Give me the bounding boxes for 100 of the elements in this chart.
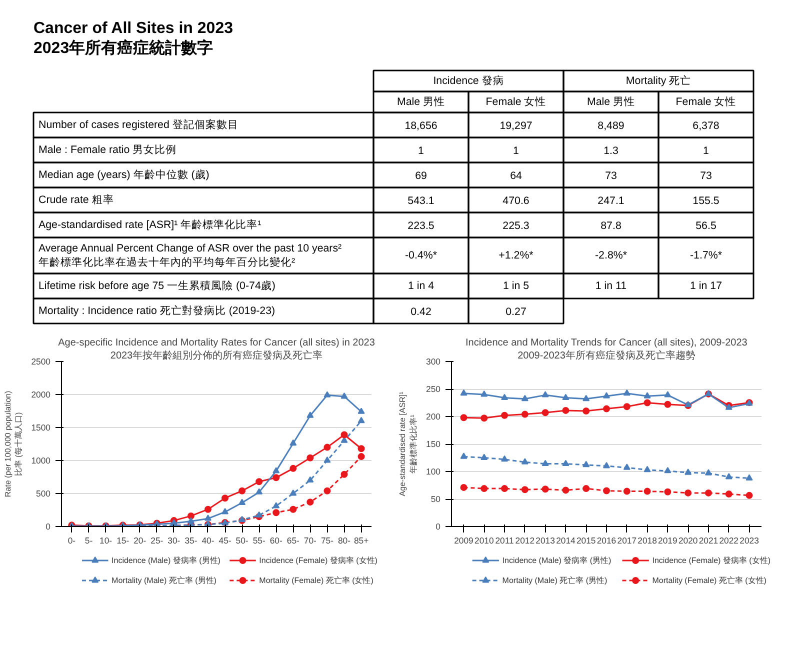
text: 19,297 xyxy=(500,120,532,132)
text: -1.7%* xyxy=(690,250,722,262)
point xyxy=(306,454,314,462)
x-tick-label: 2015 xyxy=(576,536,596,546)
point xyxy=(358,453,365,460)
text: Mortality 死亡 xyxy=(626,74,692,87)
text: 64 xyxy=(510,170,522,182)
point xyxy=(501,485,508,492)
legend-label: Incidence (Female) 發病率 (女性) xyxy=(652,556,771,565)
y-tick-label: 100 xyxy=(426,466,441,476)
point xyxy=(521,410,528,418)
point xyxy=(603,462,610,468)
point xyxy=(290,464,297,472)
text: 470.6 xyxy=(502,195,530,207)
text: 1 in 5 xyxy=(502,280,530,292)
point xyxy=(272,509,280,516)
text: 73 xyxy=(605,170,617,182)
text: 1 xyxy=(513,145,519,157)
category-label: Age-standardised rate [ASR]¹ 年齡標準化比率¹ xyxy=(38,219,262,231)
point xyxy=(306,412,314,418)
x-tick-label: 20- xyxy=(134,536,146,546)
chart-subtitle: 2023年按年齡組別分佈的所有癌症發病及死亡率 xyxy=(110,350,323,362)
text: 1 in 17 xyxy=(690,280,722,292)
point xyxy=(460,452,468,459)
point xyxy=(562,460,570,466)
category-label: Male 男性 xyxy=(586,96,636,108)
x-tick-label: 25- xyxy=(150,536,164,546)
x-tick-label: 2013 xyxy=(536,536,556,546)
y-tick-label: 1500 xyxy=(31,422,51,432)
point xyxy=(256,488,263,494)
point xyxy=(204,514,212,521)
point xyxy=(521,458,528,464)
point xyxy=(521,486,528,494)
text: 2023年所有癌症統計數字 xyxy=(34,38,214,57)
y-tick-label: 50 xyxy=(430,494,441,504)
point xyxy=(256,511,263,518)
x-tick-label: 2012 xyxy=(515,536,535,546)
x-tick-label: 40- xyxy=(202,536,214,546)
point xyxy=(684,468,692,475)
x-tick-label: 2022 xyxy=(719,536,739,546)
x-tick-label: 50- xyxy=(236,536,248,546)
point xyxy=(542,460,549,466)
category-label: Number of cases registered 登記個案數目 xyxy=(38,119,238,131)
point xyxy=(460,414,468,422)
y-tick-label: 300 xyxy=(426,356,441,366)
point xyxy=(272,502,280,508)
point xyxy=(340,392,348,399)
category-label: Male 男性 xyxy=(396,96,446,108)
x-tick-label: 2014 xyxy=(556,536,576,546)
text: 56.5 xyxy=(696,220,716,232)
point xyxy=(644,399,651,406)
x-tick-label: 60- xyxy=(270,536,282,546)
text: 543.1 xyxy=(408,195,434,207)
text: 1 in 11 xyxy=(595,280,627,292)
category-label: Average Annual Percent Change of ASR over the past 10 years² 年齡標準化比率在過去十年內的平均每年百分比變化² xyxy=(38,242,342,269)
point xyxy=(187,512,194,520)
y-tick-label: 200 xyxy=(426,412,441,422)
legend-label: Incidence (Female) 發病率 (女性) xyxy=(259,556,378,565)
x-tick-label: 5- xyxy=(84,536,93,546)
point xyxy=(460,484,468,491)
point xyxy=(664,466,672,474)
y-axis-title: Age-standardised rate [ASR]¹ 年齡標準化比率¹ xyxy=(398,391,418,496)
x-tick-label: 70- xyxy=(304,536,317,546)
x-tick-label: 2020 xyxy=(678,536,698,546)
x-tick-label: 10- xyxy=(100,536,112,546)
x-tick-label: 2018 xyxy=(638,536,658,546)
y-tick-label: 2500 xyxy=(31,356,51,366)
text: 223.5 xyxy=(408,220,434,232)
category-label: Crude rate 粗率 xyxy=(38,194,114,206)
point xyxy=(746,492,753,499)
legend-label: Mortality (Male) 死亡率 (男性) xyxy=(502,576,608,585)
x-tick-label: 2017 xyxy=(617,536,637,546)
x-tick-label: 2016 xyxy=(596,536,616,546)
text: Incidence 發病 xyxy=(433,74,504,87)
point xyxy=(480,414,488,422)
y-tick-label: 500 xyxy=(36,488,51,498)
point xyxy=(704,469,712,476)
x-tick-label: 2010 xyxy=(474,536,494,546)
legend-label: Mortality (Female) 死亡率 (女性) xyxy=(259,576,374,585)
point xyxy=(562,394,570,400)
point xyxy=(664,391,672,398)
x-tick-label: 30- xyxy=(168,536,180,546)
point xyxy=(582,460,590,468)
point xyxy=(603,392,610,398)
point xyxy=(272,467,280,474)
x-tick-label: 75- xyxy=(320,536,334,546)
y-tick-label: 1000 xyxy=(31,456,51,466)
legend-label: Incidence (Male) 發病率 (男性) xyxy=(112,556,221,565)
x-tick-label: 55- xyxy=(252,536,266,546)
y-tick-label: 2000 xyxy=(31,390,51,400)
x-tick-label: 2011 xyxy=(495,536,514,546)
point xyxy=(340,470,348,478)
point xyxy=(480,390,488,397)
point xyxy=(187,517,194,524)
text: Cancer of All Sites in 2023 xyxy=(34,20,234,37)
point xyxy=(480,454,488,460)
y-axis-title: Rate (per 100,000 population) 比率 (每十萬人口) xyxy=(3,390,24,498)
legend-label: Mortality (Male) 死亡率 (男性) xyxy=(112,576,217,585)
point xyxy=(521,394,528,402)
point xyxy=(501,412,508,419)
